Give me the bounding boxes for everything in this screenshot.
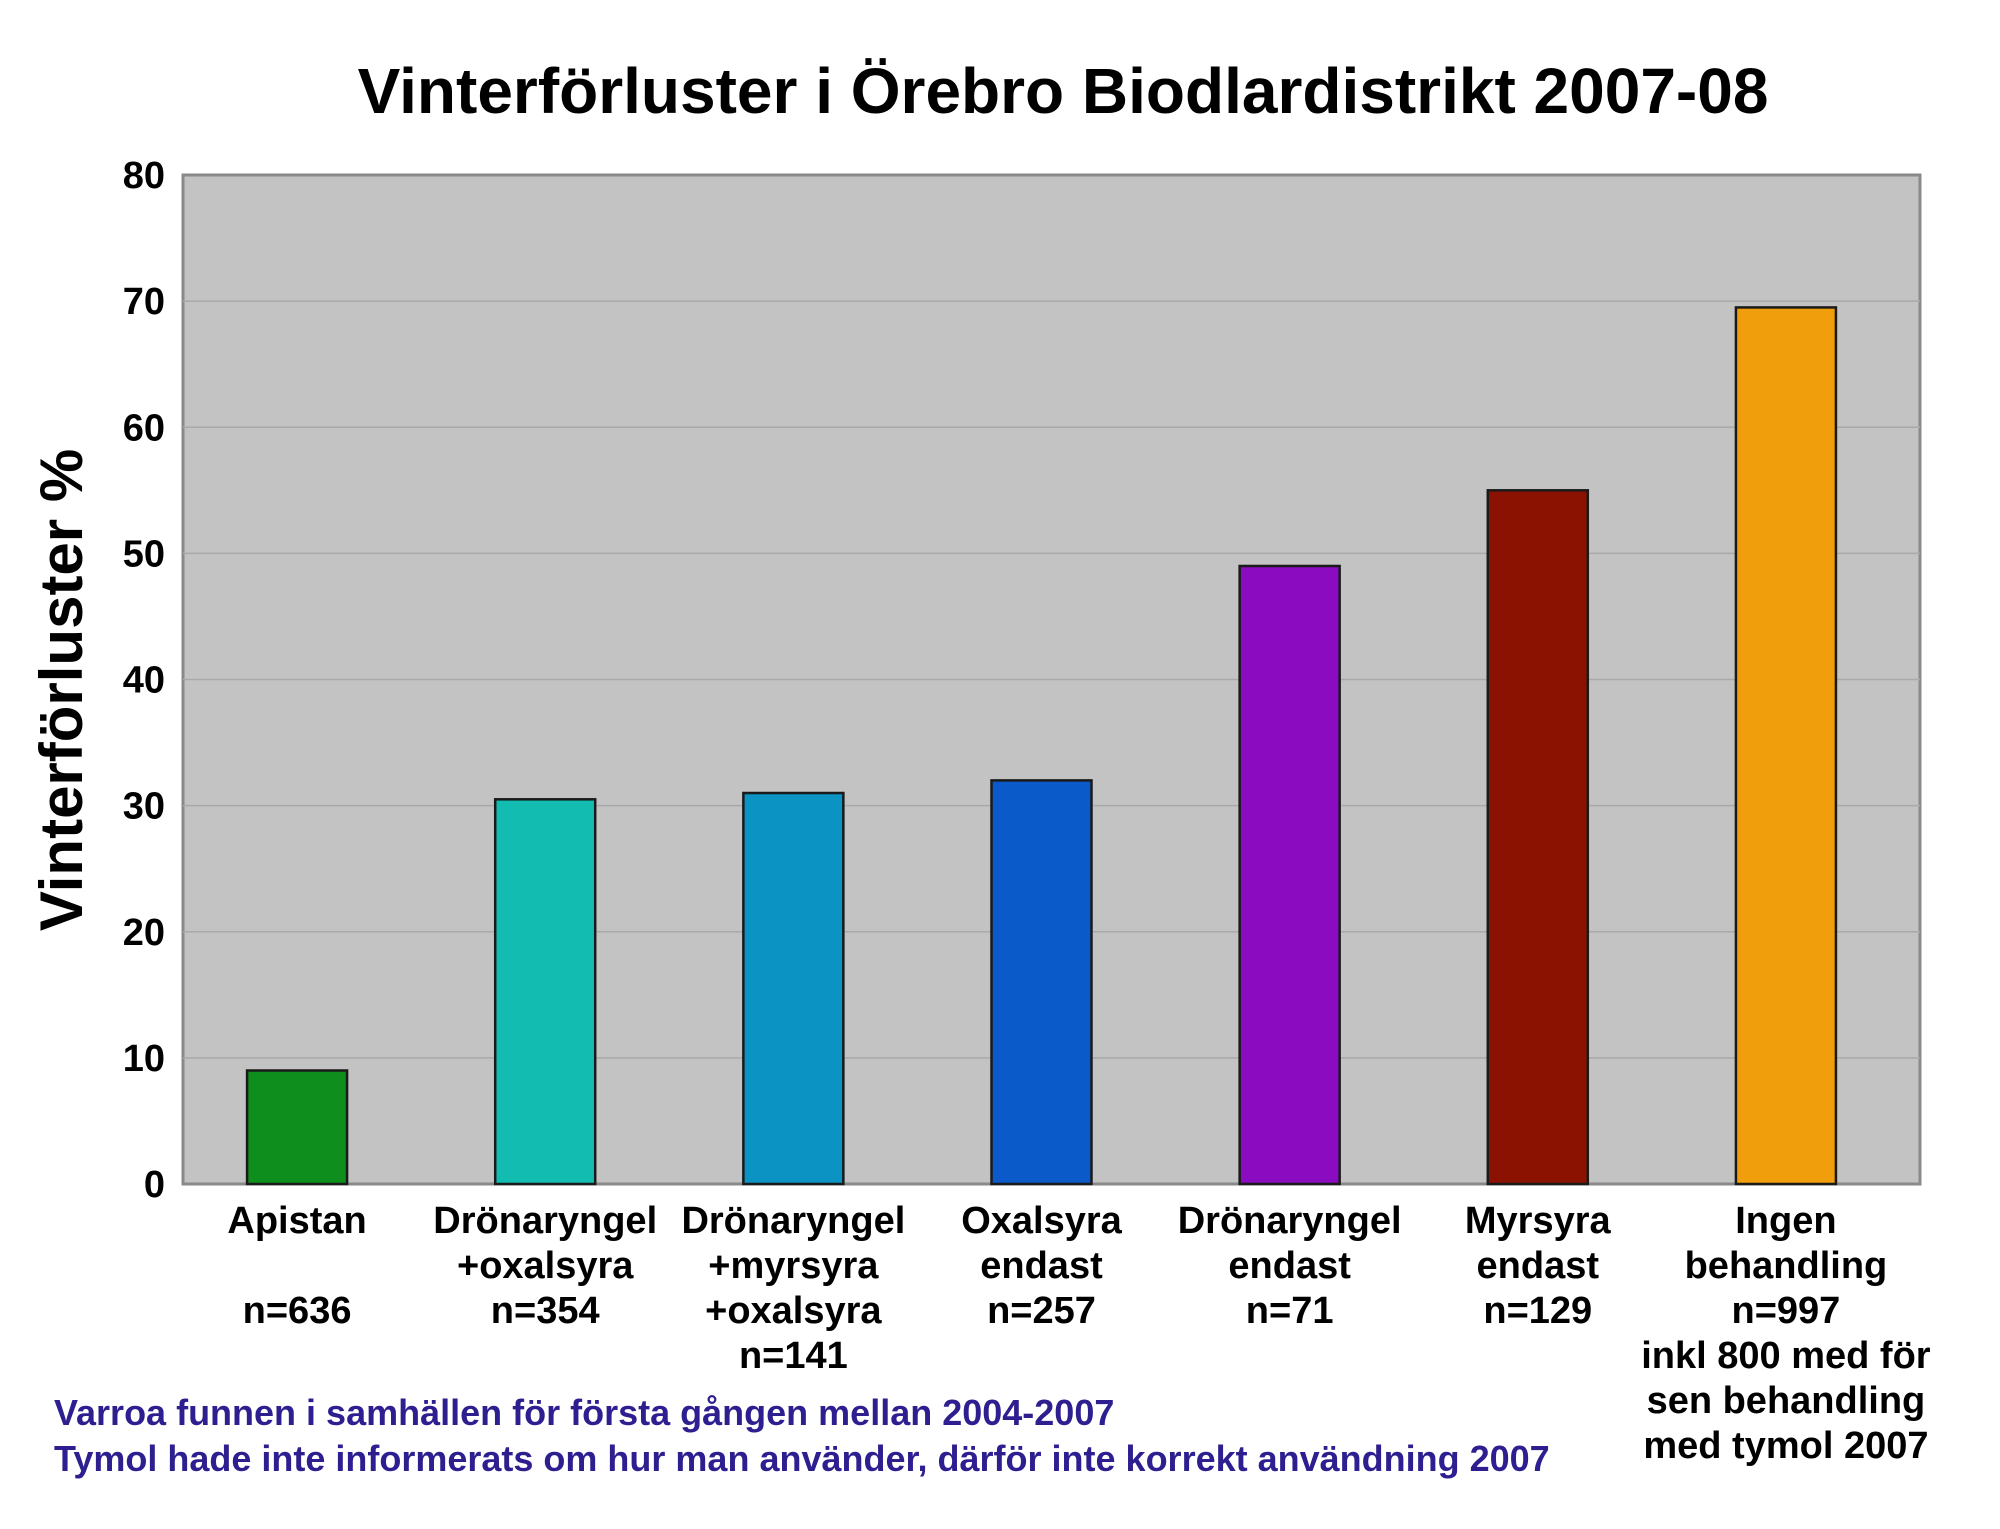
y-tick-label: 20: [123, 912, 165, 954]
y-tick-label: 30: [123, 786, 165, 828]
x-tick-label: Ingen: [1735, 1200, 1836, 1242]
bar: [493, 798, 597, 1186]
x-tick-label: +oxalsyra: [705, 1290, 882, 1332]
x-tick-label: endast: [1228, 1245, 1351, 1287]
x-tick-label: +myrsyra: [708, 1245, 879, 1287]
x-tick-label: Apistan: [227, 1200, 366, 1242]
x-tick-label: sen behandling: [1647, 1380, 1926, 1422]
y-tick-label: 40: [123, 660, 165, 702]
y-tick-label: 0: [144, 1164, 165, 1206]
x-tick-label: Drönaryngel: [433, 1200, 657, 1242]
chart-title: Vinterförluster i Örebro Biodlardistrikt…: [358, 55, 1769, 127]
x-tick-label: behandling: [1685, 1245, 1888, 1287]
bar: [742, 791, 845, 1186]
y-tick-label: 80: [123, 155, 165, 197]
y-tick-label: 50: [123, 533, 165, 575]
x-tick-label: +oxalsyra: [457, 1245, 634, 1287]
y-axis-ticks: 0 10 20 30 40 50 60 70 80: [123, 155, 165, 1206]
bar: [1486, 489, 1590, 1186]
x-tick-label: n=129: [1483, 1290, 1592, 1332]
x-tick-label: endast: [1477, 1245, 1600, 1287]
x-tick-label: n=141: [739, 1335, 848, 1377]
x-tick-label: med tymol 2007: [1643, 1425, 1928, 1467]
bars: [245, 306, 1838, 1186]
bar: [245, 1069, 349, 1186]
bar: [1734, 306, 1838, 1186]
x-tick-label: n=636: [243, 1290, 352, 1332]
x-tick-label: n=354: [491, 1290, 600, 1332]
x-axis-labels: Apistann=636Drönaryngel+oxalsyran=354Drö…: [227, 1200, 1930, 1467]
x-tick-label: Oxalsyra: [961, 1200, 1122, 1242]
x-tick-label: Myrsyra: [1465, 1200, 1612, 1242]
y-tick-label: 70: [123, 281, 165, 323]
x-tick-label: Drönaryngel: [1178, 1200, 1402, 1242]
y-axis-label: Vinterförluster %: [28, 449, 95, 931]
y-tick-label: 60: [123, 407, 165, 449]
footnotes: Varroa funnen i samhällen för första gån…: [54, 1392, 1550, 1479]
x-tick-label: n=257: [987, 1290, 1096, 1332]
footnote: Varroa funnen i samhällen för första gån…: [54, 1392, 1114, 1433]
x-tick-label: Drönaryngel: [681, 1200, 905, 1242]
x-tick-label: endast: [980, 1245, 1103, 1287]
y-tick-label: 10: [123, 1038, 165, 1080]
footnote: Tymol hade inte informerats om hur man a…: [54, 1438, 1550, 1479]
bar: [1238, 564, 1341, 1186]
x-tick-label: inkl 800 med för: [1641, 1335, 1931, 1377]
gridlines: [183, 300, 1920, 1059]
bar: [990, 779, 1093, 1186]
x-tick-label: n=71: [1246, 1290, 1334, 1332]
x-tick-label: n=997: [1732, 1290, 1841, 1332]
